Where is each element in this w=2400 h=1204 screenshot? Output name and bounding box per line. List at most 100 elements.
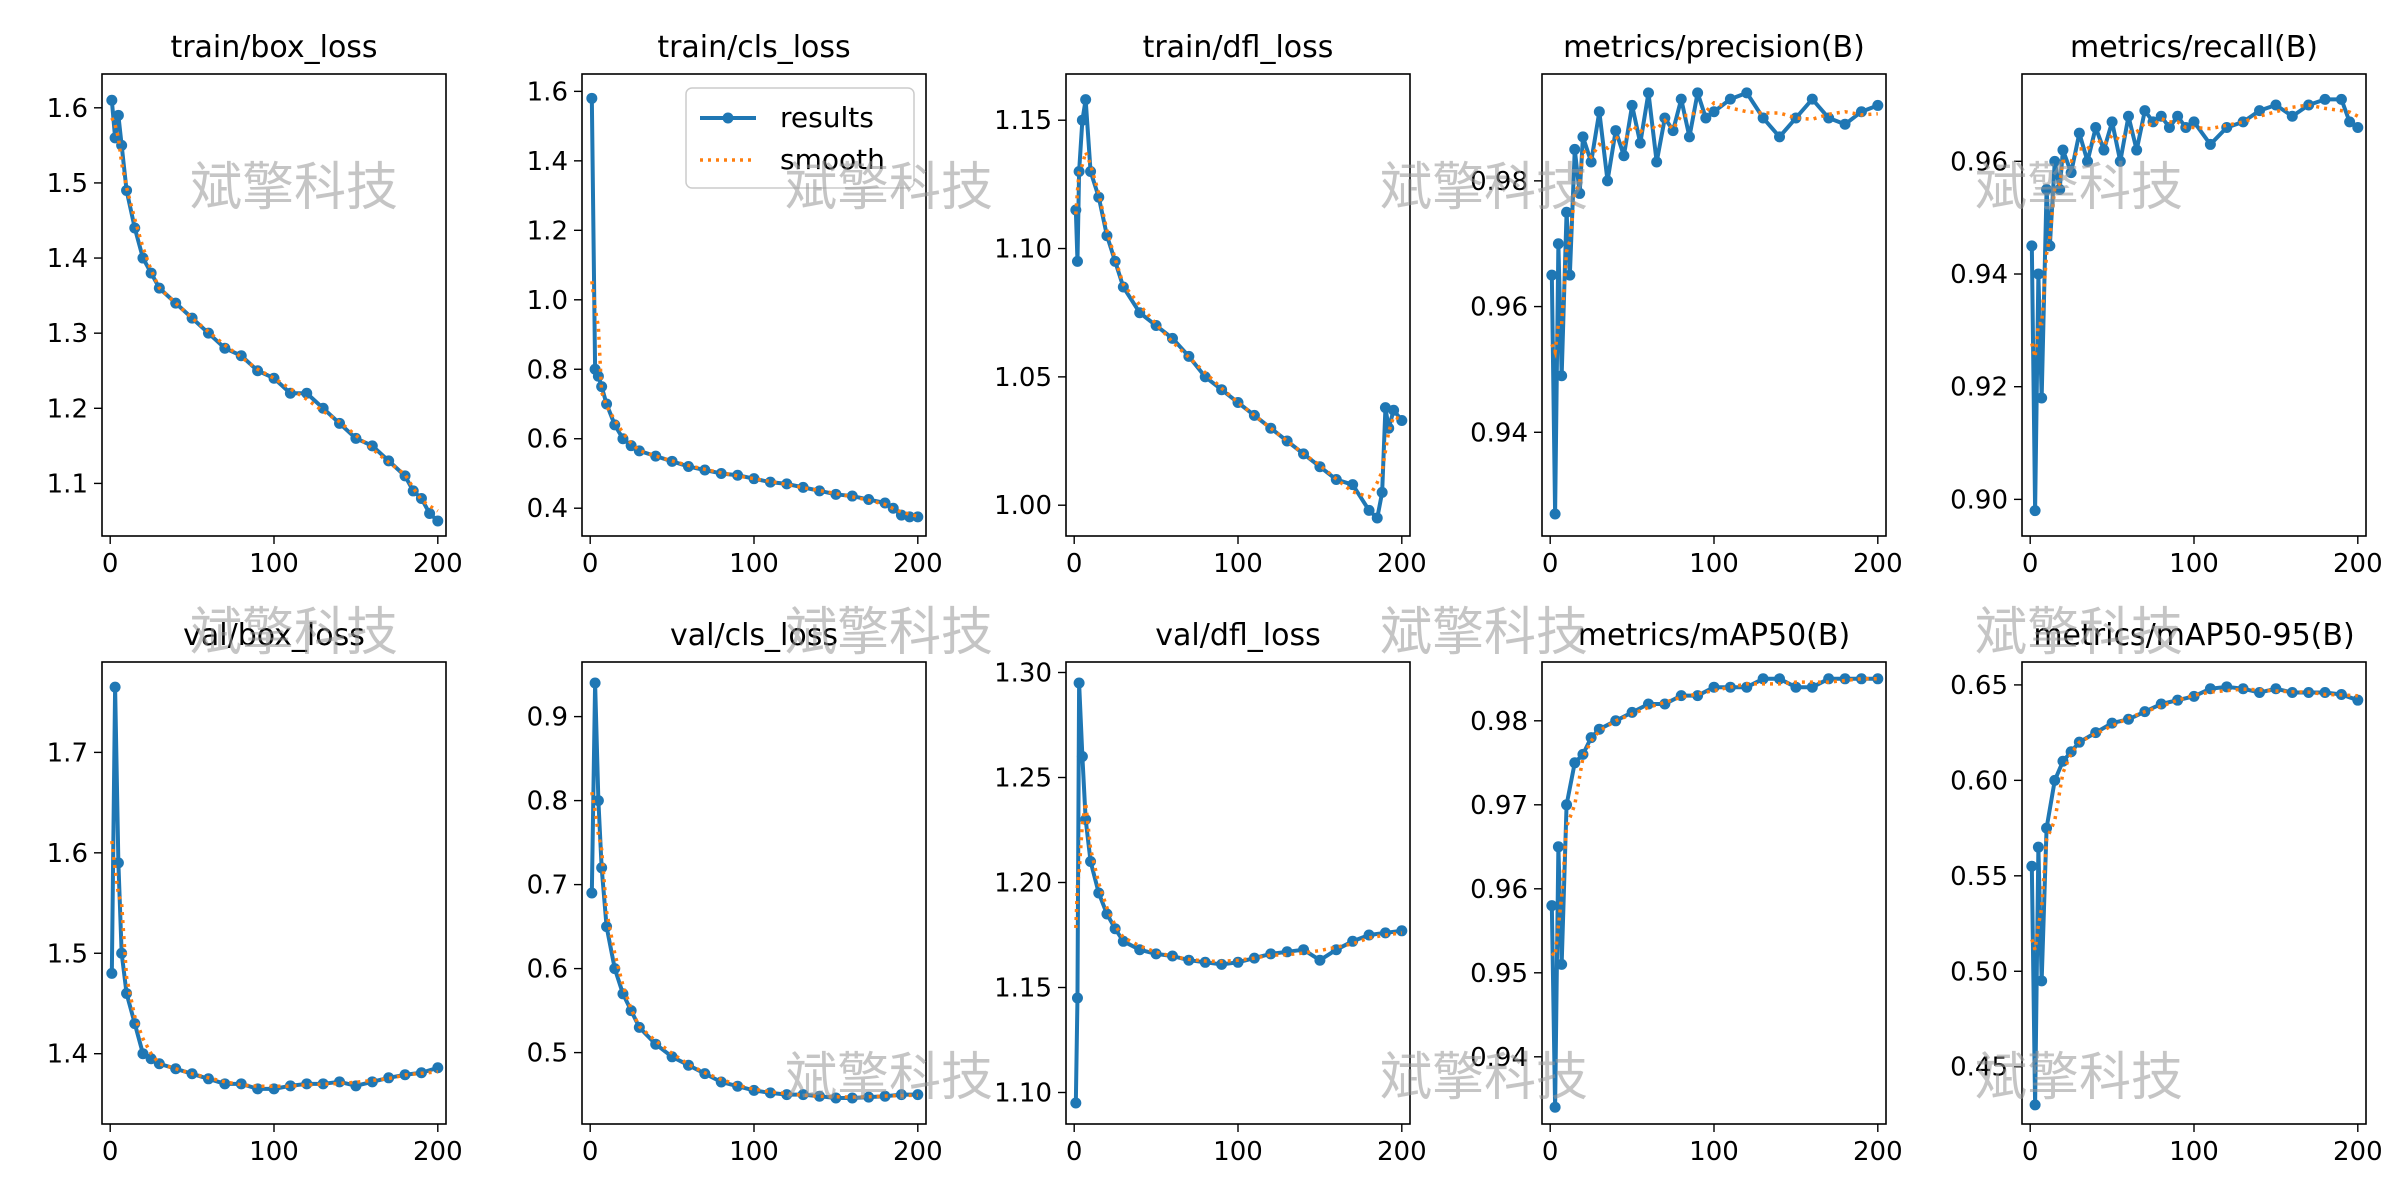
results-point: [1071, 255, 1083, 267]
results-point: [1552, 841, 1564, 853]
results-point: [1150, 948, 1162, 960]
results-point: [284, 1080, 296, 1092]
results-point: [2122, 110, 2134, 122]
results-point: [106, 967, 118, 979]
y-tick-label: 0.94: [1470, 1043, 1528, 1073]
results-point: [1757, 112, 1769, 124]
results-point: [1546, 900, 1558, 912]
results-point: [1564, 269, 1576, 281]
results-point: [1741, 681, 1753, 693]
results-line: [109, 100, 440, 523]
results-point: [2049, 155, 2061, 167]
results-point: [317, 1078, 329, 1090]
results-point: [109, 681, 121, 693]
results-point: [1642, 87, 1654, 99]
y-tick-label: 1.5: [47, 169, 88, 199]
results-point: [219, 1078, 231, 1090]
y-tick-label: 0.97: [1470, 791, 1528, 821]
results-point: [1708, 106, 1720, 118]
results-point: [2032, 841, 2044, 853]
subplot-train-box-loss: train/box_loss 0 100 200 1.1 1.2 1.3 1.4 1.5 1.6: [47, 30, 463, 579]
results-point: [2286, 110, 2298, 122]
results-point: [1093, 887, 1105, 899]
y-tick-label: 1.7: [47, 738, 88, 768]
results-point: [2106, 116, 2118, 128]
y-tick-label: 0.94: [1470, 418, 1528, 448]
x-tick-label: 200: [893, 1137, 943, 1167]
y-tick-label: 1.05: [994, 363, 1052, 393]
y-tick-label: 1.6: [527, 77, 568, 107]
results-point: [1569, 757, 1581, 769]
y-tick-label: 1.15: [994, 106, 1052, 136]
results-point: [350, 432, 362, 444]
subplot-val-cls-loss: val/cls_loss 0 100 200 0.5 0.6 0.7 0.8 0.9: [527, 618, 943, 1167]
results-point: [1683, 131, 1695, 143]
results-point: [2029, 505, 2041, 517]
axes-frame: [2021, 661, 2367, 1125]
results-point: [797, 481, 809, 493]
results-point: [2319, 93, 2331, 105]
y-tick-label: 0.5: [527, 1039, 568, 1069]
results-point: [650, 450, 662, 462]
results-point: [2335, 93, 2347, 105]
results-point: [424, 507, 436, 519]
results-point: [846, 490, 858, 502]
results-point: [1806, 93, 1818, 105]
results-point: [2114, 155, 2126, 167]
results-point: [1248, 409, 1260, 421]
results-point: [1552, 238, 1564, 250]
x-tick-label: 0: [2022, 1137, 2039, 1167]
results-point: [1265, 422, 1277, 434]
results-point: [609, 963, 621, 975]
axes-frame: [581, 661, 927, 1125]
results-point: [666, 1051, 678, 1063]
results-point: [1076, 751, 1088, 762]
subplot-title: metrics/recall(B): [2070, 30, 2318, 65]
results-point: [912, 1089, 924, 1101]
x-tick-label: 200: [893, 549, 943, 579]
y-tick-label: 1.1: [47, 469, 88, 499]
results-point: [1265, 948, 1277, 960]
y-tick-label: 1.4: [527, 147, 568, 177]
results-point: [1839, 118, 1851, 130]
x-tick-label: 200: [1853, 1137, 1903, 1167]
legend-smooth-label: smooth: [780, 143, 885, 176]
results-point: [732, 469, 744, 481]
results-point: [219, 342, 231, 354]
smooth-line: [1550, 677, 1878, 960]
legend: results smooth: [685, 87, 915, 189]
results-point: [814, 1090, 826, 1102]
x-tick-label: 100: [729, 549, 779, 579]
results-point: [2029, 1099, 2041, 1111]
results-point: [1585, 156, 1597, 168]
results-point: [2082, 155, 2094, 167]
results-point: [2270, 683, 2282, 695]
y-tick-label: 0.96: [1950, 147, 2008, 177]
results-point: [1593, 106, 1605, 118]
results-point: [1281, 946, 1293, 958]
subplot-title: train/dfl_loss: [1143, 30, 1334, 65]
results-point: [601, 921, 613, 933]
results-point: [1790, 112, 1802, 124]
x-tick-label: 200: [2333, 1137, 2383, 1167]
results-point: [2057, 144, 2069, 156]
results-point: [1569, 143, 1581, 155]
y-tick-label: 0.65: [1950, 671, 2008, 701]
results-point: [2254, 687, 2266, 699]
axes-frame: [101, 661, 447, 1125]
results-point: [592, 795, 604, 807]
axes-frame: [1541, 73, 1887, 537]
results-point: [2221, 122, 2233, 134]
results-point: [2172, 110, 2184, 122]
y-tick-label: 1.10: [994, 1079, 1052, 1109]
y-tick-label: 1.10: [994, 235, 1052, 265]
y-tick-label: 1.20: [994, 869, 1052, 899]
results-point: [1216, 958, 1228, 970]
results-point: [2026, 860, 2038, 872]
x-tick-label: 200: [1377, 1137, 1427, 1167]
results-point: [2049, 774, 2061, 786]
x-tick-label: 0: [1066, 549, 1083, 579]
results-point: [334, 417, 346, 429]
results-point: [1774, 673, 1786, 685]
